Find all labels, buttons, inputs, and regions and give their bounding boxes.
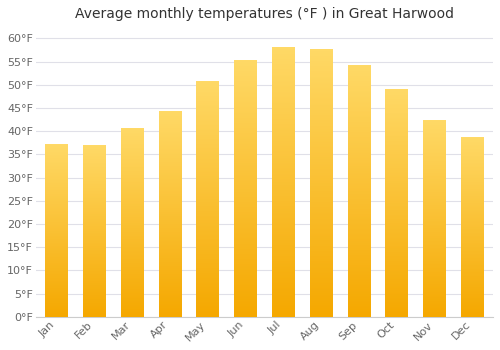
- Title: Average monthly temperatures (°F ) in Great Harwood: Average monthly temperatures (°F ) in Gr…: [75, 7, 454, 21]
